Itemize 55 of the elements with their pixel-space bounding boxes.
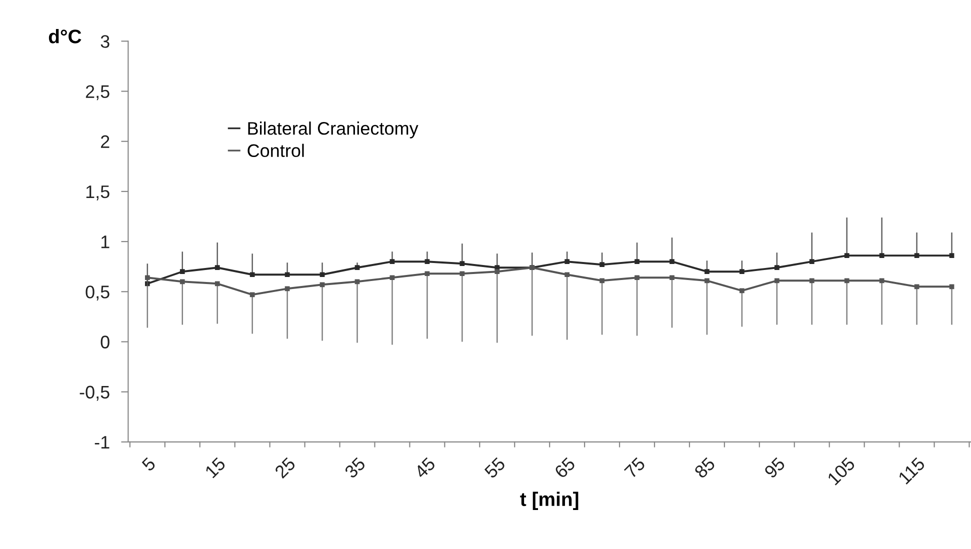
x-tick-label: 5: [141, 456, 156, 472]
point: [704, 278, 710, 284]
point: [809, 259, 814, 264]
point: [144, 275, 150, 280]
y-tick-label: 2,5: [86, 85, 110, 100]
point: [844, 278, 850, 284]
y-tick-label: 1,5: [86, 186, 110, 200]
point: [250, 292, 255, 298]
x-tick-label: 15: [204, 456, 226, 478]
y-tick-label: 0,5: [86, 286, 110, 301]
y-tick-label: 0: [100, 336, 110, 348]
y-tick-label: -1: [94, 436, 110, 448]
point: [670, 275, 674, 280]
point: [879, 253, 884, 258]
x-tick-label: 25: [274, 456, 296, 479]
point: [670, 259, 674, 264]
x-tick-label: 55: [484, 456, 506, 479]
x-tick-label: 115: [898, 456, 926, 485]
y-tick-label: 2: [100, 135, 110, 148]
point: [214, 281, 220, 286]
point: [740, 269, 744, 274]
point: [600, 262, 604, 268]
legend-label: Control: [248, 144, 304, 158]
legend-label: Bilateral Craniectomy: [248, 122, 418, 138]
point: [180, 279, 185, 284]
y-axis-title: d°C: [48, 29, 82, 44]
point: [704, 269, 710, 274]
point: [564, 272, 570, 278]
y-tick-label: 1: [101, 236, 110, 248]
point: [460, 271, 465, 276]
point: [494, 269, 500, 274]
point: [564, 259, 570, 264]
point: [844, 253, 850, 258]
point: [460, 261, 465, 266]
point: [180, 269, 185, 274]
x-tick-label: 65: [554, 456, 576, 479]
x-tick-label: 105: [826, 456, 856, 486]
point: [879, 278, 884, 284]
x-axis-title: t [min]: [520, 492, 578, 510]
y-tick-label: 3: [100, 35, 110, 48]
x-tick-label: 85: [694, 456, 716, 479]
x-tick-label: 75: [624, 456, 646, 479]
x-tick-label: 95: [764, 456, 786, 479]
point: [774, 278, 780, 284]
point: [214, 265, 220, 270]
point: [634, 259, 640, 264]
x-tick-label: 35: [344, 456, 366, 479]
point: [600, 278, 604, 284]
y-tick-label: -0,5: [80, 386, 110, 401]
point: [740, 288, 744, 294]
point: [774, 265, 780, 270]
point: [250, 272, 255, 278]
point: [634, 275, 640, 280]
x-tick-label: 45: [414, 456, 436, 480]
point: [809, 278, 814, 284]
